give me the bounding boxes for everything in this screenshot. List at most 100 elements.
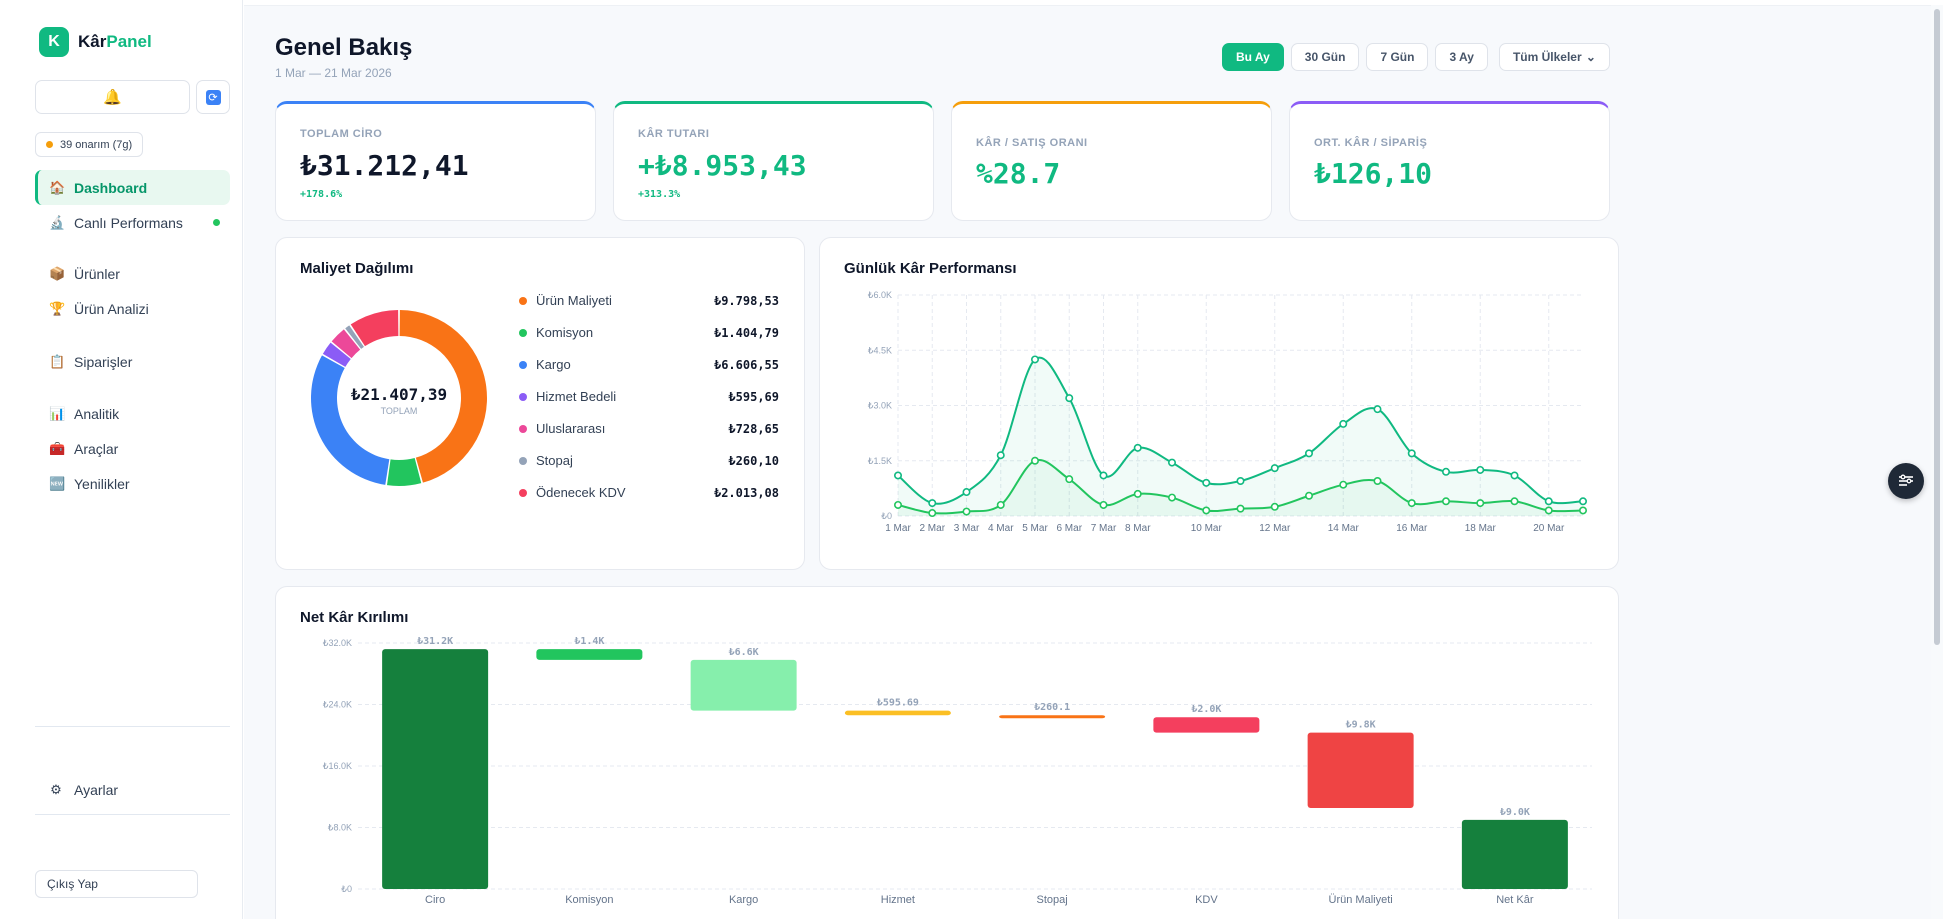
- data-point: [1407, 499, 1416, 508]
- logout-button[interactable]: Çıkış Yap: [35, 870, 198, 898]
- data-point: [1544, 497, 1553, 506]
- data-point: [1202, 506, 1211, 515]
- sync-button[interactable]: ⟳: [196, 80, 230, 114]
- filter-this-month[interactable]: Bu Ay: [1222, 43, 1284, 71]
- filter-settings-button[interactable]: [1888, 463, 1924, 499]
- data-point: [894, 471, 903, 480]
- brand-name-first: Kâr: [78, 32, 107, 51]
- data-point: [1578, 506, 1587, 515]
- net-profit-breakdown-card: Net Kâr Kırılımı ₺0 ₺8.0K ₺16.0K ₺24.0K ₺32.…: [275, 586, 1619, 919]
- y-tick-label: ₺32.0K: [323, 638, 352, 648]
- card-title: Net Kâr Kırılımı: [300, 609, 409, 626]
- x-tick-label: Ciro: [425, 894, 445, 906]
- sidebar-item-analytics[interactable]: 📊 Analitik: [35, 396, 230, 431]
- legend-value: ₺260,10: [728, 453, 779, 468]
- data-label: ₺6.6K: [729, 647, 759, 658]
- data-point: [894, 500, 903, 509]
- data-point: [1407, 449, 1416, 458]
- page-scrollbar[interactable]: [1931, 5, 1943, 919]
- new-icon: 🆕: [49, 475, 66, 491]
- legend-label: Stopaj: [536, 453, 573, 468]
- data-point: [1441, 467, 1450, 476]
- sidebar-item-live-performance[interactable]: 🔬 Canlı Performans: [35, 205, 230, 240]
- data-point: [1339, 419, 1348, 428]
- legend-swatch: [519, 296, 527, 305]
- country-select[interactable]: Tüm Ülkeler ⌄: [1498, 43, 1610, 71]
- pie-slice: [387, 457, 422, 486]
- filter-30-days[interactable]: 30 Gün: [1290, 43, 1360, 71]
- bell-icon: 🔔: [103, 89, 122, 106]
- filter-3-months[interactable]: 3 Ay: [1435, 43, 1488, 71]
- data-point: [1133, 489, 1142, 498]
- data-point: [962, 488, 971, 497]
- data-point: [1304, 449, 1313, 458]
- x-tick-label: Ürün Maliyeti: [1329, 894, 1393, 906]
- data-point: [1133, 443, 1142, 452]
- brand-name-second: Panel: [106, 32, 152, 51]
- series-line: [897, 356, 1584, 505]
- kpi-change: +178.6%: [300, 189, 343, 200]
- filter-7-days[interactable]: 7 Gün: [1366, 43, 1429, 71]
- sidebar-item-tools[interactable]: 🧰 Araçlar: [35, 431, 230, 466]
- brand[interactable]: K KârPanel: [39, 27, 152, 57]
- legend-value: ₺2.013,08: [713, 485, 779, 500]
- x-tick-label: 5 Mar: [1022, 523, 1048, 534]
- legend-item: Uluslararası ₺728,65: [519, 421, 779, 436]
- x-tick-label: Kargo: [729, 894, 758, 906]
- sidebar-item-whats-new[interactable]: 🆕 Yenilikler: [35, 466, 230, 501]
- x-tick-label: 7 Mar: [1091, 523, 1117, 534]
- x-tick-label: Komisyon: [565, 894, 613, 906]
- x-tick-label: 20 Mar: [1533, 523, 1565, 534]
- pie-slice: [350, 310, 399, 347]
- pie-slice: [322, 342, 351, 367]
- sidebar-item-product-analysis[interactable]: 🏆 Ürün Analizi: [35, 291, 230, 326]
- pie-slice: [310, 355, 390, 485]
- sidebar-item-orders[interactable]: 📋 Siparişler: [35, 344, 230, 379]
- sidebar-item-dashboard[interactable]: 🏠 Dashboard: [35, 170, 230, 205]
- kpi-value: %28.7: [976, 157, 1061, 190]
- pie-slice: [331, 329, 361, 359]
- donut-chart: ₺21.407,39 TOPLAM: [310, 310, 487, 486]
- sidebar-item-products[interactable]: 📦 Ürünler: [35, 256, 230, 291]
- donut-total-label: TOPLAM: [381, 406, 418, 416]
- data-label: ₺9.0K: [1500, 807, 1530, 818]
- legend-label: Komisyon: [536, 325, 594, 340]
- card-title: Günlük Kâr Performansı: [844, 260, 1017, 277]
- sidebar-item-label: Araçlar: [74, 440, 119, 457]
- data-point: [1099, 500, 1108, 509]
- live-indicator: [213, 219, 220, 226]
- sidebar-item-settings[interactable]: ⚙ Ayarlar: [35, 772, 230, 807]
- waterfall-bar: [1461, 819, 1568, 889]
- data-label: ₺595.69: [877, 698, 919, 709]
- data-point: [996, 451, 1005, 460]
- clipboard-icon: 📋: [49, 353, 66, 369]
- divider: [35, 726, 230, 727]
- waterfall-bar: [999, 715, 1106, 719]
- sidebar-item-label: Siparişler: [74, 353, 133, 370]
- notifications-button[interactable]: 🔔: [35, 80, 190, 114]
- data-point: [1065, 475, 1074, 484]
- waterfall-chart: ₺0 ₺8.0K ₺16.0K ₺24.0K ₺32.0K ₺31.2K Ciro ₺1.4K…: [323, 636, 1592, 906]
- data-point: [1167, 493, 1176, 502]
- sidebar-item-label: Analitik: [74, 405, 120, 422]
- y-tick-label: ₺3.0K: [868, 401, 892, 411]
- x-tick-label: Hizmet: [881, 894, 915, 906]
- data-point: [1099, 471, 1108, 480]
- pie-slice: [345, 325, 364, 349]
- data-point: [1544, 506, 1553, 515]
- legend-value: ₺728,65: [728, 421, 779, 436]
- x-tick-label: 10 Mar: [1191, 523, 1223, 534]
- legend-swatch: [519, 488, 527, 497]
- repair-chip[interactable]: 39 onarım (7g): [35, 132, 144, 157]
- data-point: [1304, 491, 1313, 500]
- y-tick-label: ₺0: [881, 511, 892, 521]
- y-tick-label: ₺0: [341, 884, 352, 894]
- legend-value: ₺6.606,55: [713, 357, 779, 372]
- legend-item: Ürün Maliyeti ₺9.798,53: [519, 293, 779, 308]
- scrollbar-thumb[interactable]: [1934, 9, 1940, 645]
- legend-item: Ödenecek KDV ₺2.013,08: [519, 485, 779, 500]
- data-point: [1031, 355, 1040, 364]
- kpi-card-profit: KÂR TUTARI +₺8.953,43 +313.3%: [613, 101, 934, 221]
- data-point: [1373, 405, 1382, 414]
- y-tick-label: ₺8.0K: [328, 823, 352, 833]
